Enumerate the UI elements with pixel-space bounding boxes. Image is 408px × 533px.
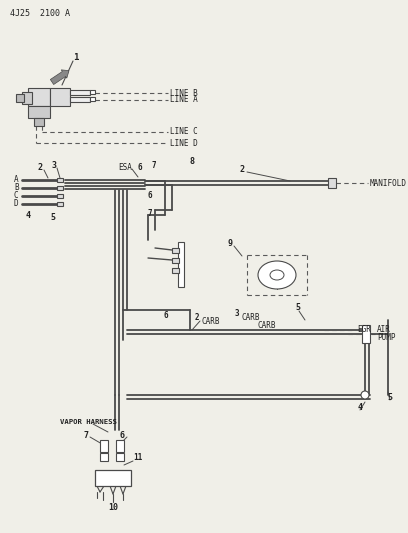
Bar xyxy=(90,97,95,101)
Bar xyxy=(172,258,179,263)
Text: 5: 5 xyxy=(295,303,300,312)
Text: 2: 2 xyxy=(240,166,245,174)
Text: 7: 7 xyxy=(148,208,153,217)
Bar xyxy=(57,202,63,206)
Text: 6: 6 xyxy=(148,191,153,200)
Text: A: A xyxy=(14,175,19,184)
Text: 2: 2 xyxy=(195,313,200,322)
Text: D: D xyxy=(14,199,19,208)
Text: LINE A: LINE A xyxy=(170,95,198,104)
Bar xyxy=(28,106,50,118)
Text: 3: 3 xyxy=(52,161,57,171)
Text: 4: 4 xyxy=(358,403,363,413)
Text: 6: 6 xyxy=(138,163,143,172)
Text: LINE C: LINE C xyxy=(170,127,198,136)
Text: 9: 9 xyxy=(228,238,233,247)
Bar xyxy=(57,178,63,182)
Text: 4: 4 xyxy=(26,212,31,221)
Text: 3: 3 xyxy=(235,309,239,318)
Ellipse shape xyxy=(258,261,296,289)
Text: 5: 5 xyxy=(50,214,55,222)
Text: B: B xyxy=(14,183,19,192)
Text: MANIFOLD: MANIFOLD xyxy=(370,179,407,188)
Bar xyxy=(34,118,44,126)
Bar xyxy=(90,90,95,94)
Text: 10: 10 xyxy=(108,504,118,513)
Bar xyxy=(362,325,370,343)
Bar xyxy=(22,92,32,104)
Text: 4J25  2100 A: 4J25 2100 A xyxy=(10,9,70,18)
Bar xyxy=(50,88,70,106)
Bar xyxy=(57,194,63,198)
Text: C: C xyxy=(14,191,19,200)
Bar xyxy=(100,440,108,452)
Text: CARB: CARB xyxy=(241,313,259,322)
Bar xyxy=(70,97,90,102)
Text: CARB: CARB xyxy=(258,320,277,329)
Bar xyxy=(172,248,179,253)
Text: AIR: AIR xyxy=(377,326,391,335)
Bar xyxy=(57,186,63,190)
Text: EGR: EGR xyxy=(357,326,371,335)
Text: PUMP: PUMP xyxy=(377,333,395,342)
Text: LINE D: LINE D xyxy=(170,139,198,148)
Text: 6: 6 xyxy=(163,311,168,320)
Text: CARB: CARB xyxy=(201,318,220,327)
Text: 11: 11 xyxy=(133,454,142,463)
Text: 6: 6 xyxy=(120,431,125,440)
Bar xyxy=(95,470,131,486)
Bar xyxy=(100,453,108,461)
Text: ESA: ESA xyxy=(118,163,132,172)
Text: 7: 7 xyxy=(83,431,88,440)
Bar xyxy=(172,268,179,273)
Bar xyxy=(116,440,124,452)
Text: 7: 7 xyxy=(152,160,157,169)
Text: 8: 8 xyxy=(190,157,195,166)
Bar xyxy=(116,453,124,461)
FancyArrow shape xyxy=(50,70,69,85)
Bar xyxy=(28,88,50,106)
Bar xyxy=(328,178,336,188)
Text: VAPOR HARNESS: VAPOR HARNESS xyxy=(60,419,117,425)
Bar xyxy=(70,90,90,95)
Bar xyxy=(178,242,184,287)
Bar xyxy=(16,94,24,102)
Text: 2: 2 xyxy=(38,164,43,173)
Text: 5: 5 xyxy=(387,393,392,402)
Text: LINE B: LINE B xyxy=(170,88,198,98)
Ellipse shape xyxy=(270,270,284,280)
Text: 1: 1 xyxy=(73,53,78,62)
Circle shape xyxy=(361,391,369,399)
